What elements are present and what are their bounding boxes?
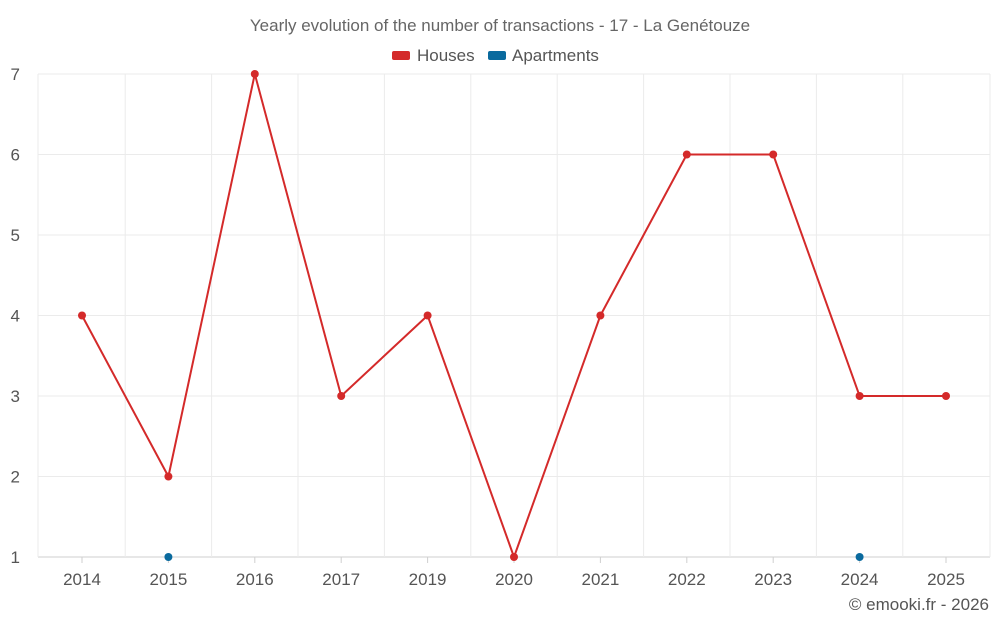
data-point-houses[interactable] [337,392,346,400]
data-point-houses[interactable] [510,553,518,561]
y-tick-label: 7 [11,65,20,84]
x-tick-label: 2020 [495,570,533,589]
x-tick-label: 2023 [754,570,792,589]
data-point-houses[interactable] [78,311,86,320]
series-layer [78,70,950,561]
legend-swatch-houses [392,51,410,60]
x-tick-label: 2017 [322,570,360,589]
x-tick-label: 2021 [581,570,619,589]
data-point-apartments[interactable] [855,553,864,561]
credit-text: © emooki.fr - 2026 [849,595,989,614]
data-point-houses[interactable] [682,150,691,159]
legend-swatch-apartments [488,51,506,60]
y-tick-label: 1 [11,548,20,567]
x-tick-label: 2014 [63,570,101,589]
x-tick-label: 2016 [236,570,274,589]
x-tick-label: 2024 [841,570,879,589]
x-axis: 2014 2015 2016 2017 2019 2020 2021 2022 2023 2024… [63,557,965,589]
legend-item-houses[interactable]: Houses [392,46,475,65]
y-tick-label: 2 [11,468,20,487]
grid [37,73,991,558]
data-point-houses[interactable] [596,311,605,320]
x-tick-label: 2015 [149,570,187,589]
data-point-houses[interactable] [855,392,864,400]
y-axis: 1 2 3 4 5 6 7 [11,65,20,567]
y-tick-label: 5 [11,226,20,245]
data-point-houses[interactable] [942,392,950,400]
data-point-houses[interactable] [250,70,259,78]
data-point-houses[interactable] [769,150,778,159]
legend: Houses Apartments [392,46,599,65]
legend-label-apartments: Apartments [512,46,599,65]
x-tick-label: 2019 [409,570,447,589]
data-point-houses[interactable] [423,311,432,320]
x-tick-label: 2025 [927,570,965,589]
legend-label-houses: Houses [417,46,475,65]
data-point-apartments[interactable] [164,553,173,561]
x-tick-label: 2022 [668,570,706,589]
data-point-houses[interactable] [164,472,173,481]
y-tick-label: 4 [11,307,20,326]
legend-item-apartments[interactable]: Apartments [488,46,599,65]
chart-title: Yearly evolution of the number of transa… [250,16,750,35]
y-tick-label: 6 [11,146,20,165]
y-tick-label: 3 [11,387,20,406]
